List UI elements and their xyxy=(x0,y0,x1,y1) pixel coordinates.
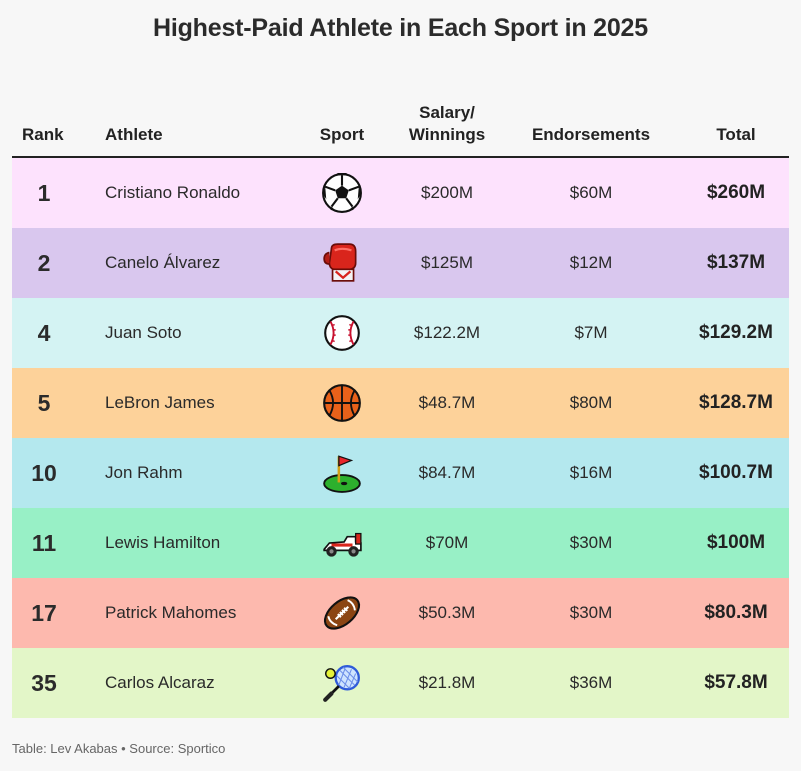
soccer-ball-icon xyxy=(292,158,392,228)
boxing-glove-icon xyxy=(292,228,392,298)
table-row: 10 Jon Rahm $84.7M $16M $100.7M xyxy=(12,438,789,508)
athlete-cell: LeBron James xyxy=(105,393,215,412)
header-sport: Sport xyxy=(319,125,365,144)
endorsements-cell: $7M xyxy=(574,323,608,342)
endorsements-cell: $12M xyxy=(569,253,613,272)
header-rank: Rank xyxy=(22,125,64,144)
baseball-icon xyxy=(292,298,392,368)
chart-title: Highest-Paid Athlete in Each Sport in 20… xyxy=(153,14,648,42)
athlete-cell: Cristiano Ronaldo xyxy=(105,183,241,202)
tennis-racket-icon xyxy=(292,648,392,718)
rank-cell: 2 xyxy=(37,250,51,276)
rank-cell: 10 xyxy=(31,460,57,486)
table-header: Rank Athlete Sport Salary/ Winnings Endo… xyxy=(12,98,789,158)
rank-cell: 35 xyxy=(31,670,57,696)
table-row: 5 LeBron James $48.7M $80M $128.7M xyxy=(12,368,789,438)
athlete-cell: Juan Soto xyxy=(105,323,182,342)
total-cell: $260M xyxy=(706,182,766,203)
rank-cell: 1 xyxy=(37,180,51,206)
athlete-cell: Lewis Hamilton xyxy=(105,533,221,552)
total-cell: $137M xyxy=(706,252,766,273)
basketball-icon xyxy=(292,368,392,438)
salary-cell: $50.3M xyxy=(418,603,476,622)
salary-cell: $21.8M xyxy=(418,673,476,692)
table-row: 11 Lewis Hamilton $70M $30M $100M xyxy=(12,508,789,578)
american-football-icon xyxy=(292,578,392,648)
header-salary: Salary/ Winnings xyxy=(408,103,486,144)
athlete-cell: Patrick Mahomes xyxy=(105,603,237,622)
total-cell: $80.3M xyxy=(704,602,768,623)
total-cell: $128.7M xyxy=(699,392,773,413)
salary-cell: $48.7M xyxy=(418,393,476,412)
endorsements-cell: $16M xyxy=(569,463,613,482)
table-row: 17 Patrick Mahomes $50.3M $30M $80.3M xyxy=(12,578,789,648)
header-total: Total xyxy=(716,125,756,144)
table-row: 2 Canelo Álvarez $125M $12M $137M xyxy=(12,228,789,298)
earnings-table: Rank Athlete Sport Salary/ Winnings Endo… xyxy=(12,98,789,718)
total-cell: $100M xyxy=(706,532,766,553)
athlete-cell: Canelo Álvarez xyxy=(105,253,221,272)
endorsements-cell: $80M xyxy=(569,393,613,412)
salary-cell: $70M xyxy=(425,533,469,552)
endorsements-cell: $30M xyxy=(569,603,613,622)
rank-cell: 5 xyxy=(37,390,51,416)
source-footer: Table: Lev Akabas • Source: Sportico xyxy=(12,741,226,756)
endorsements-cell: $36M xyxy=(569,673,613,692)
rank-cell: 11 xyxy=(31,530,57,556)
athlete-cell: Jon Rahm xyxy=(105,463,183,482)
salary-cell: $200M xyxy=(421,183,473,202)
rank-cell: 17 xyxy=(31,600,57,626)
athlete-cell: Carlos Alcaraz xyxy=(105,673,215,692)
table-row: 4 Juan Soto $122.2M $7M $129.2M xyxy=(12,298,789,368)
salary-cell: $84.7M xyxy=(418,463,476,482)
table-row: 35 Carlos Alcaraz $21.8M $36M $57.8M xyxy=(12,648,789,718)
total-cell: $100.7M xyxy=(699,462,773,483)
total-cell: $129.2M xyxy=(699,322,773,343)
endorsements-cell: $60M xyxy=(569,183,613,202)
salary-cell: $125M xyxy=(421,253,473,272)
endorsements-cell: $30M xyxy=(569,533,613,552)
rank-cell: 4 xyxy=(37,320,51,346)
table-row: 1 Cristiano Ronaldo $200M $60M $260M xyxy=(12,158,789,228)
racing-car-icon xyxy=(292,508,392,578)
header-athlete: Athlete xyxy=(105,125,163,144)
golf-flag-icon xyxy=(292,438,392,508)
total-cell: $57.8M xyxy=(704,672,768,693)
table-body: 1 Cristiano Ronaldo $200M $60M $260M 2 Canelo … xyxy=(12,158,789,718)
salary-cell: $122.2M xyxy=(413,323,481,342)
header-endorsements: Endorsements xyxy=(531,125,651,144)
